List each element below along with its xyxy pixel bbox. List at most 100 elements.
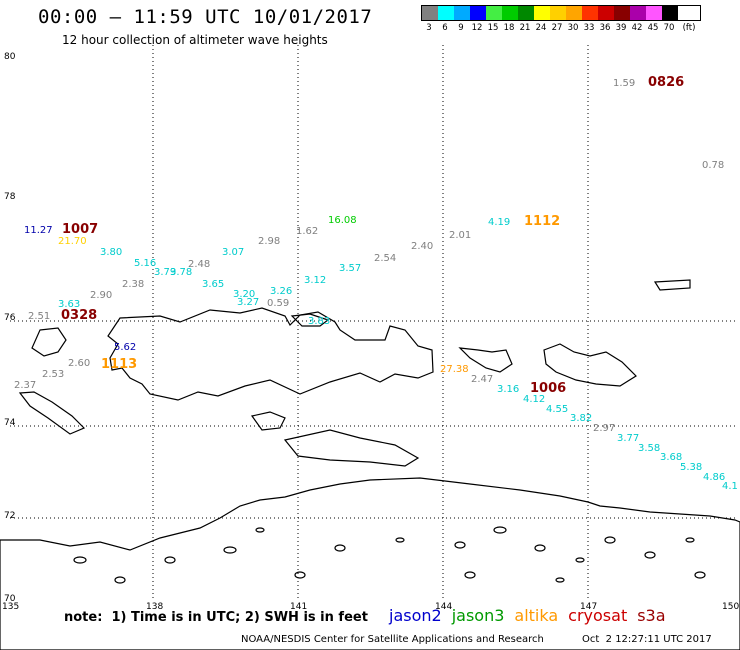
legend-label-6: 6 [442, 23, 448, 33]
wave-height-value: 2.38 [122, 279, 144, 290]
graticule [10, 45, 735, 600]
legend-label-39: 39 [615, 23, 627, 33]
legend-swatch-30 [566, 6, 582, 20]
legend-swatch-9 [454, 6, 470, 20]
map-subtitle: 12 hour collection of altimeter wave hei… [62, 33, 328, 47]
color-scale-bar [421, 5, 701, 21]
wave-height-value: 3.82 [570, 413, 592, 424]
legend-label-12: 12 [471, 23, 483, 33]
belkovsky-island [31, 327, 67, 357]
stolbovoy-island [18, 391, 86, 435]
pass-time-label: 1006 [530, 381, 566, 396]
big-lyakhovsky-island [283, 429, 420, 467]
legend-swatch-70 [662, 6, 678, 20]
wave-height-value: 3.26 [270, 286, 292, 297]
wave-height-value: 3.68 [660, 452, 682, 463]
wave-height-value: 3.78 [170, 267, 192, 278]
legend-swatch-27 [550, 6, 566, 20]
legend-label-24: 24 [535, 23, 547, 33]
wave-height-value: 2.47 [471, 374, 493, 385]
satellite-legend: jason2 jason3 altika cryosat s3a [389, 606, 676, 625]
satellite-cryosat: cryosat [568, 606, 628, 625]
legend-swatch-42 [630, 6, 646, 20]
bennett-island [653, 279, 691, 291]
lon-label-135: 135 [2, 602, 20, 612]
legend-label-3: 3 [426, 23, 432, 33]
wave-height-value: 5.62 [114, 342, 136, 353]
legend-label-18: 18 [503, 23, 515, 33]
legend-label-30: 30 [567, 23, 579, 33]
legend-label-45: 45 [647, 23, 659, 33]
wave-height-value: 2.54 [374, 253, 396, 264]
faddeyevsky-island [458, 347, 513, 373]
footnote: note: 1) Time is in UTC; 2) SWH is in fe… [64, 610, 368, 625]
lon-label-147: 147 [580, 602, 598, 612]
legend-swatch-12 [470, 6, 486, 20]
wave-height-value: 2.40 [411, 241, 433, 252]
wave-height-value: 3.80 [100, 247, 122, 258]
wave-height-value: 3.12 [304, 275, 326, 286]
lon-label-141: 141 [290, 602, 308, 612]
wave-height-value: 4.12 [523, 394, 545, 405]
wave-height-value: 3.58 [638, 443, 660, 454]
legend-swatch-3 [422, 6, 438, 20]
legend-label-36: 36 [599, 23, 611, 33]
color-scale-labels: 3 6 9 12 15 18 21 24 27 30 33 36 39 42 45 70 (ft) [421, 23, 701, 33]
lat-label-80: 80 [4, 52, 16, 62]
wave-height-value: 21.70 [58, 236, 87, 247]
wave-height-value: 27.38 [440, 364, 469, 375]
legend-swatch-36 [598, 6, 614, 20]
wave-height-value: 2.90 [90, 290, 112, 301]
wave-height-value: 3.20 [233, 289, 255, 300]
pass-time-label: 1113 [101, 357, 137, 372]
wave-height-value: 3.65 [202, 279, 224, 290]
legend-label-15: 15 [487, 23, 499, 33]
wave-height-value: 3.27 [237, 297, 259, 308]
new-siberia-island [543, 343, 637, 387]
map-title: 00:00 – 11:59 UTC 10/01/2017 [38, 6, 373, 28]
lat-label-78: 78 [4, 192, 16, 202]
lyakhovsky-island [250, 411, 286, 431]
legend-swatch-21 [518, 6, 534, 20]
satellite-altika: altika [514, 606, 559, 625]
wave-height-value: 2.51 [28, 311, 50, 322]
pass-time-label: 1112 [524, 214, 560, 229]
legend-swatch-33 [582, 6, 598, 20]
kotelny-island [107, 307, 434, 401]
wave-height-value: 2.48 [188, 259, 210, 270]
wave-height-value: 11.27 [24, 225, 53, 236]
small-island-a [290, 313, 330, 327]
legend-swatch-18 [502, 6, 518, 20]
wave-height-value: 5.16 [134, 258, 156, 269]
color-scale-legend: 3 6 9 12 15 18 21 24 27 30 33 36 39 42 45 70 (ft) [421, 5, 701, 33]
legend-label-21: 21 [519, 23, 531, 33]
lon-label-144: 144 [435, 602, 453, 612]
legend-label-33: 33 [583, 23, 595, 33]
lat-label-76: 76 [4, 313, 16, 323]
wave-height-value: 2.53 [42, 369, 64, 380]
wave-height-value: 3.57 [339, 263, 361, 274]
wave-height-value: 3.63 [58, 299, 80, 310]
wave-height-value: 1.59 [613, 78, 635, 89]
wave-height-value: 0.59 [267, 298, 289, 309]
legend-label-9: 9 [458, 23, 464, 33]
legend-unit: (ft) [682, 23, 696, 33]
wave-height-value: 4.1 [722, 481, 738, 492]
legend-swatch-6 [438, 6, 454, 20]
lon-label-138: 138 [146, 602, 164, 612]
mainland-coast [0, 477, 740, 650]
wave-height-value: 3.07 [222, 247, 244, 258]
satellite-jason3: jason3 [451, 606, 505, 625]
wave-height-value: 2.01 [449, 230, 471, 241]
wave-height-value: 3.16 [497, 384, 519, 395]
lakes [73, 526, 706, 584]
wave-height-value: 3.79 [154, 267, 176, 278]
pass-time-label: 0826 [648, 75, 684, 90]
wave-height-value: 4.55 [546, 404, 568, 415]
legend-label-70: 70 [663, 23, 675, 33]
satellite-s3a: s3a [637, 606, 666, 625]
lat-label-74: 74 [4, 418, 16, 428]
legend-label-27: 27 [551, 23, 563, 33]
